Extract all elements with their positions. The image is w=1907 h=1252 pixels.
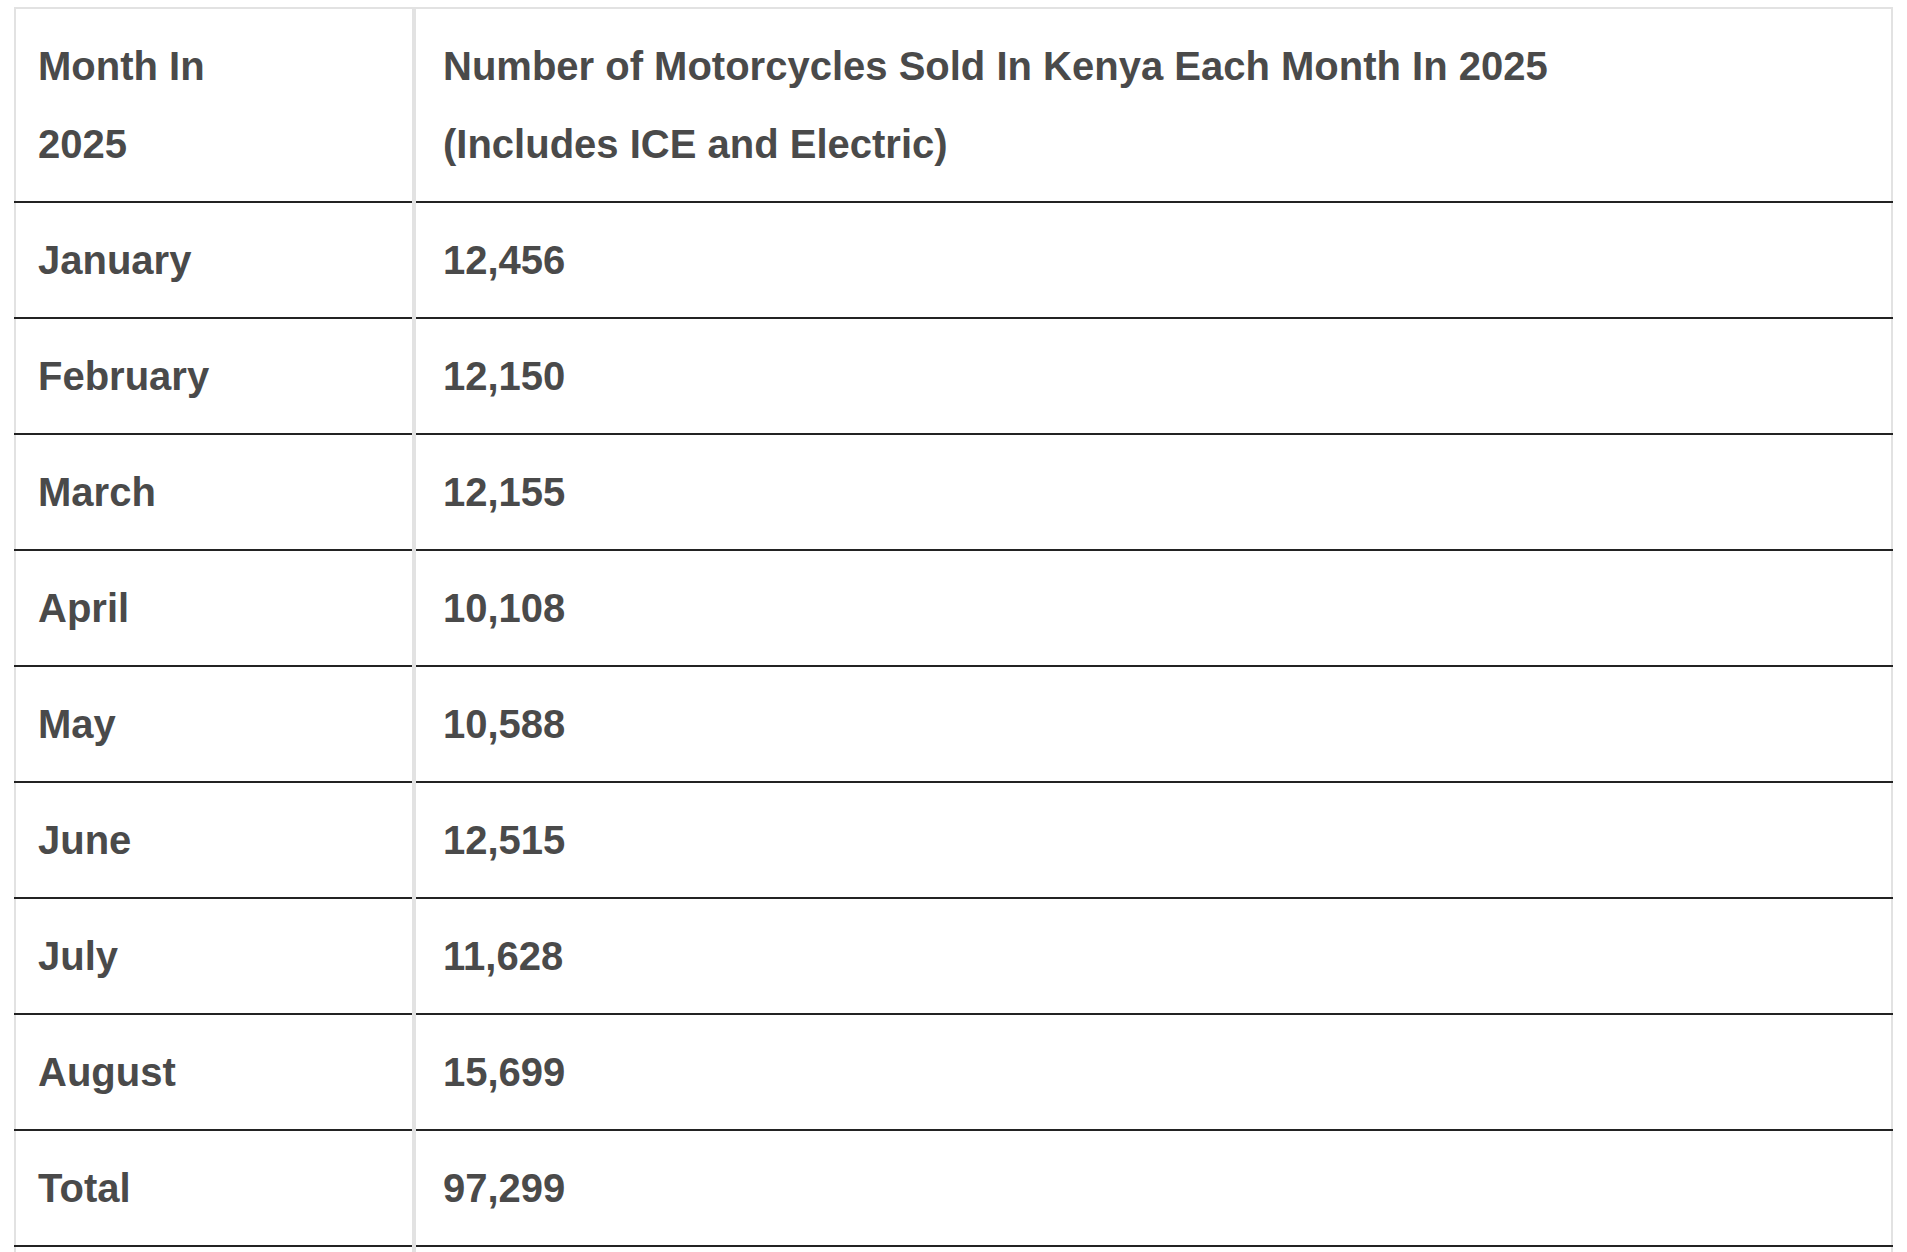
table-row: June 12,515 (15, 782, 1892, 898)
header-month-line2: 2025 (38, 105, 392, 183)
month-cell: July (15, 898, 414, 1014)
table-row: March 12,155 (15, 434, 1892, 550)
clipped-partial-row (15, 1246, 1892, 1252)
header-row: Month In 2025 Number of Motorcycles Sold… (15, 8, 1892, 202)
value-cell: 12,155 (414, 434, 1892, 550)
value-cell: 10,588 (414, 666, 1892, 782)
table-row: July 11,628 (15, 898, 1892, 1014)
table-row: August 15,699 (15, 1014, 1892, 1130)
header-sales-line2: (Includes ICE and Electric) (443, 105, 1871, 183)
value-cell: 15,699 (414, 1014, 1892, 1130)
value-cell: 12,150 (414, 318, 1892, 434)
header-month-line1: Month In (38, 27, 392, 105)
month-cell: February (15, 318, 414, 434)
table-row: May 10,588 (15, 666, 1892, 782)
header-cell-sales: Number of Motorcycles Sold In Kenya Each… (414, 8, 1892, 202)
month-cell: April (15, 550, 414, 666)
value-cell-clipped (414, 1246, 1892, 1252)
month-cell: May (15, 666, 414, 782)
month-cell: August (15, 1014, 414, 1130)
value-cell: 12,515 (414, 782, 1892, 898)
value-cell: 12,456 (414, 202, 1892, 318)
month-cell-total: Total (15, 1130, 414, 1246)
table-body: Month In 2025 Number of Motorcycles Sold… (15, 8, 1892, 1252)
header-sales-line1: Number of Motorcycles Sold In Kenya Each… (443, 27, 1871, 105)
header-cell-month: Month In 2025 (15, 8, 414, 202)
monthly-sales-table: Month In 2025 Number of Motorcycles Sold… (14, 7, 1893, 1252)
value-cell: 10,108 (414, 550, 1892, 666)
month-cell-clipped (15, 1246, 414, 1252)
table-row: January 12,456 (15, 202, 1892, 318)
month-cell: January (15, 202, 414, 318)
value-cell: 11,628 (414, 898, 1892, 1014)
month-cell: March (15, 434, 414, 550)
value-cell-total: 97,299 (414, 1130, 1892, 1246)
month-cell: June (15, 782, 414, 898)
table-row-total: Total 97,299 (15, 1130, 1892, 1246)
table-row: April 10,108 (15, 550, 1892, 666)
table-row: February 12,150 (15, 318, 1892, 434)
